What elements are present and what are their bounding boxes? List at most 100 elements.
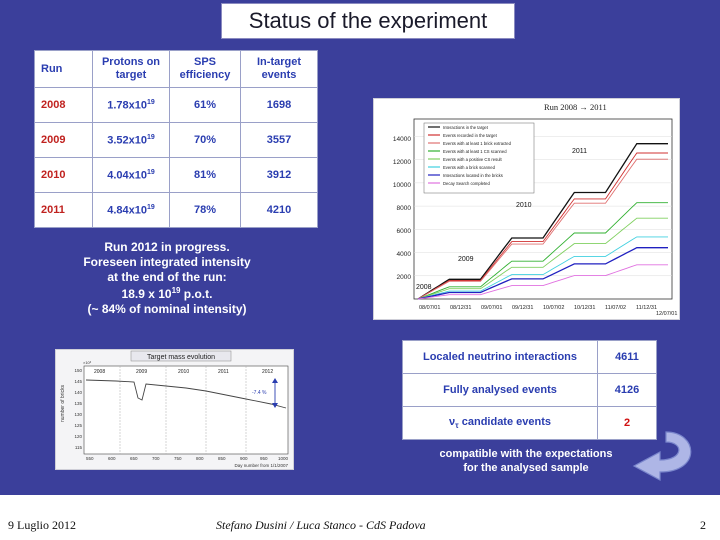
y-tick-label: 115 <box>75 445 83 450</box>
year-label-2011: 2011 <box>572 148 587 155</box>
x-tick-label: 08/07/01 <box>419 305 440 311</box>
footer-date: 9 Luglio 2012 <box>8 518 76 532</box>
series-line <box>417 236 668 300</box>
y-tick-label: 150 <box>74 368 82 373</box>
cell-eff: 78% <box>169 192 241 228</box>
cell-run: 2009 <box>34 122 93 158</box>
cell-eff: 61% <box>169 87 241 123</box>
x-tick-label: 11/12/31 <box>636 305 657 311</box>
cell-eff: 70% <box>169 122 241 158</box>
brick-count-curve <box>85 379 287 409</box>
legend-label: Decay Search completed <box>443 181 490 186</box>
row-label: Fully analysed events <box>402 373 598 407</box>
cell-events: 3912 <box>240 157 318 193</box>
series-line <box>417 158 668 300</box>
compatibility-note: compatible with the expectations for the… <box>410 447 642 475</box>
cell-run: 2008 <box>34 87 93 123</box>
note-line: Foreseen integrated intensity <box>83 254 251 269</box>
table-row: Fully analysed events 4126 <box>402 373 657 407</box>
curved-arrow-icon <box>632 431 692 482</box>
row-label: ντ candidate events <box>402 406 598 440</box>
x-tick-label: 800 <box>196 456 204 461</box>
legend-label: Events with a brick scanned <box>443 165 496 170</box>
slide-title: Status of the experiment <box>221 3 515 39</box>
legend-label: Events with a positive CS result <box>443 157 502 162</box>
run-2012-note: Run 2012 in progress. Foreseen integrate… <box>34 240 300 317</box>
note-line: for the analysed sample <box>463 462 589 474</box>
note-line: (~ 84% of nominal intensity) <box>87 302 247 317</box>
series-line <box>417 202 668 300</box>
x-tick-label: 650 <box>130 456 138 461</box>
table-header-row: Run Protons on target SPS efficiency In-… <box>34 50 318 88</box>
x-tick-label: 12/07/01 <box>656 311 677 317</box>
x-tick-label: 550 <box>86 456 94 461</box>
year-label-2009: 2009 <box>458 256 474 263</box>
row-value: 4611 <box>597 340 657 374</box>
x-tick-label: 11/07/02 <box>605 305 626 311</box>
year-label-2010: 2010 <box>516 202 532 209</box>
x-tick-label: 850 <box>218 456 226 461</box>
col-header-events: In-target events <box>240 50 318 88</box>
x-ticks: 08/07/01 08/12/31 09/07/01 09/12/31 10/0… <box>419 305 677 317</box>
row-value: 2 <box>597 406 657 440</box>
plot-frame <box>83 365 289 455</box>
y-tick-label: 125 <box>74 423 82 428</box>
table-row: 2008 1.78x1019 61% 1698 <box>34 87 318 123</box>
series-line <box>417 264 668 300</box>
x-tick-label: 09/12/31 <box>512 305 533 311</box>
legend-label: Interactions in the target <box>443 125 489 130</box>
y-tick-label: 120 <box>74 434 82 439</box>
year-label: 2011 <box>218 369 229 375</box>
run-table: Run Protons on target SPS efficiency In-… <box>34 50 318 228</box>
col-header-run: Run <box>34 50 93 88</box>
x-tick-label: 750 <box>174 456 182 461</box>
series-curves <box>417 143 668 300</box>
row-label: Localed neutrino interactions <box>402 340 598 374</box>
legend-box <box>423 122 535 194</box>
legend-label: Interactions located in the bricks <box>443 173 503 178</box>
y-tick-label: 10000 <box>393 182 411 189</box>
cell-pot: 3.52x1019 <box>92 122 170 158</box>
y-tick-label: 14000 <box>393 136 411 143</box>
series-line <box>417 143 668 300</box>
cell-events: 4210 <box>240 192 318 228</box>
x-tick-label: 09/07/01 <box>481 305 502 311</box>
x-tick-label: 10/07/02 <box>543 305 564 311</box>
y-ticks: 2000 4000 6000 8000 10000 12000 14000 <box>393 136 411 281</box>
table-row: 2009 3.52x1019 70% 3557 <box>34 122 318 158</box>
table-row: ντ candidate events 2 <box>402 406 657 440</box>
note-line: Run 2012 in progress. <box>104 240 230 254</box>
x-axis-label: Day number from 1/1/2007 <box>234 463 288 468</box>
note-line: at the end of the run: <box>107 269 227 284</box>
x-tick-label: 08/12/31 <box>450 305 471 311</box>
col-header-protons: Protons on target <box>92 50 170 88</box>
plot-title: Run 2008 → 2011 <box>544 102 607 112</box>
location-table: Localed neutrino interactions 4611 Fully… <box>402 340 657 440</box>
target-mass-plot: Target mass evolution number of bricks 1… <box>55 349 294 470</box>
year-label: 2009 <box>136 369 147 375</box>
y-tick-label: 145 <box>74 379 82 384</box>
x-tick-label: 700 <box>152 456 160 461</box>
arrow-head-down <box>272 403 278 408</box>
y-axis-label: number of bricks <box>60 385 66 422</box>
table-row: 2010 4.04x1019 81% 3912 <box>34 157 318 193</box>
footer-page-number: 2 <box>700 518 706 532</box>
cell-events: 1698 <box>240 87 318 123</box>
footer-authors: Stefano Dusini / Luca Stanco - CdS Padov… <box>216 518 426 532</box>
mass-drop-annotation: -7.4 % <box>252 390 267 396</box>
cell-eff: 81% <box>169 157 241 193</box>
series-line <box>417 217 668 300</box>
title-box <box>130 350 232 362</box>
cell-pot: 4.04x1019 <box>92 157 170 193</box>
y-tick-label: 8000 <box>397 205 412 212</box>
legend: Interactions in the target Events recorde… <box>423 122 535 194</box>
year-label: 2008 <box>94 369 105 375</box>
x-tick-label: 600 <box>108 456 116 461</box>
table-row: Localed neutrino interactions 4611 <box>402 340 657 374</box>
x-tick-label: 950 <box>260 456 268 461</box>
cell-pot: 1.78x1019 <box>92 87 170 123</box>
series-line <box>417 247 668 300</box>
x-tick-label: 10/12/31 <box>574 305 595 311</box>
y-ticks: 150 145 140 135 130 125 120 115 ×10³ <box>74 360 91 450</box>
cumulative-events-plot: Run 2008 → 2011 2000 4000 6000 8000 1000… <box>373 98 680 320</box>
